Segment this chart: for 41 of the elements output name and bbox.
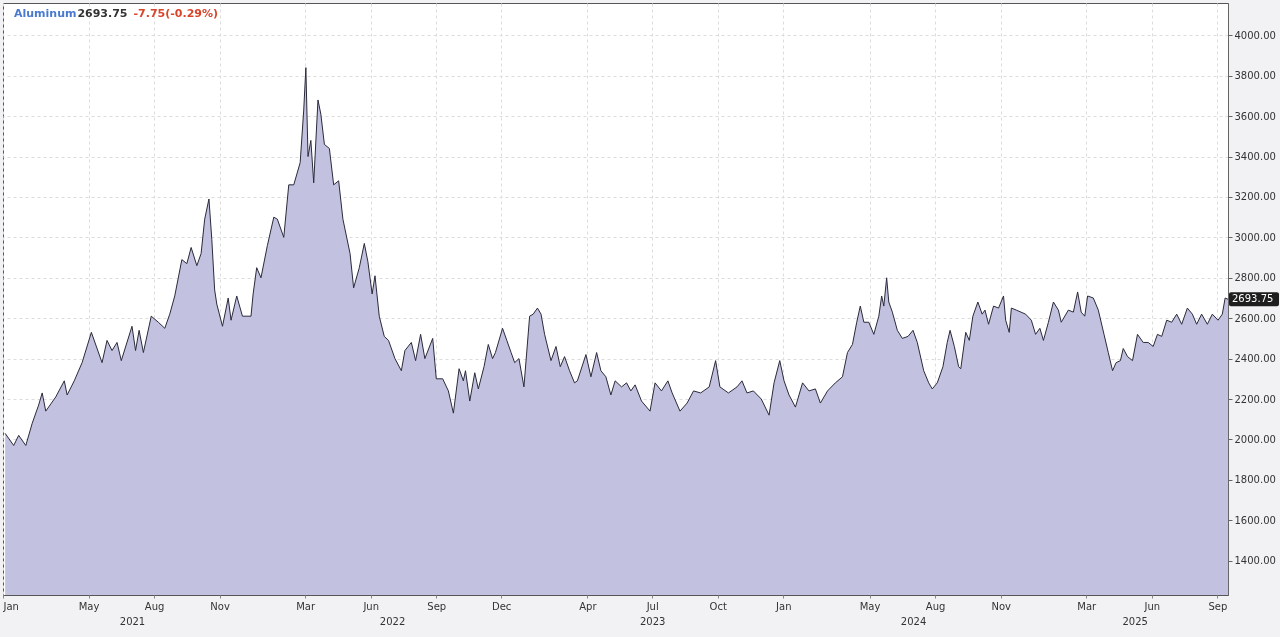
x-tick-label: Mar [1077, 600, 1098, 612]
x-tick-label: Sep [1208, 600, 1228, 612]
x-tick-label: Jan [2, 600, 19, 612]
x-tick-label: Jul [645, 600, 659, 612]
x-tick-label: May [78, 600, 100, 612]
annotation: 2693.75 [77, 7, 128, 20]
x-tick-label: Nov [210, 600, 230, 612]
x-tick-label: Nov [991, 600, 1012, 612]
x2-tick-label: 2025 [1122, 615, 1148, 627]
y-tick-label: 3000.00 [1234, 231, 1276, 243]
x2-tick-label: 2022 [379, 615, 406, 627]
y-tick-label: 1600.00 [1234, 514, 1276, 526]
annotation: 2693.75 [1232, 293, 1274, 305]
annotation: -7.75(-0.29%) [133, 7, 218, 20]
x-tick-label: Dec [491, 600, 512, 612]
x-tick-label: May [859, 600, 881, 612]
y-tick-label: 3200.00 [1234, 191, 1276, 203]
y-tick-label: 3600.00 [1234, 110, 1276, 122]
x2-tick-label: 2021 [119, 615, 146, 627]
y-tick-label: 3400.00 [1234, 151, 1276, 163]
y-tick-label: 1400.00 [1234, 555, 1276, 567]
y-tick-label: 2400.00 [1234, 353, 1276, 365]
y-tick-label: 2600.00 [1234, 312, 1276, 324]
x-tick-label: Apr [579, 600, 598, 612]
x-tick-label: Jan [775, 600, 792, 612]
x-tick-label: Aug [925, 600, 946, 612]
x-tick-label: Mar [296, 600, 316, 612]
x-tick-label: Jun [1143, 600, 1161, 612]
chart-title: Aluminum [14, 7, 77, 20]
x-tick-label: Jun [362, 600, 380, 612]
y-tick-label: 3800.00 [1234, 70, 1276, 82]
y-tick-label: 2800.00 [1234, 272, 1276, 284]
y-tick-label: 1800.00 [1234, 474, 1276, 486]
y-tick-label: 2200.00 [1234, 393, 1276, 405]
x2-tick-label: 2024 [900, 615, 927, 627]
x-tick-label: Sep [427, 600, 447, 612]
x-tick-label: Aug [144, 600, 165, 612]
x2-tick-label: 2023 [639, 615, 666, 627]
x-tick-label: Oct [709, 600, 727, 612]
y-tick-label: 2000.00 [1234, 433, 1276, 445]
y-tick-label: 4000.00 [1234, 29, 1276, 41]
